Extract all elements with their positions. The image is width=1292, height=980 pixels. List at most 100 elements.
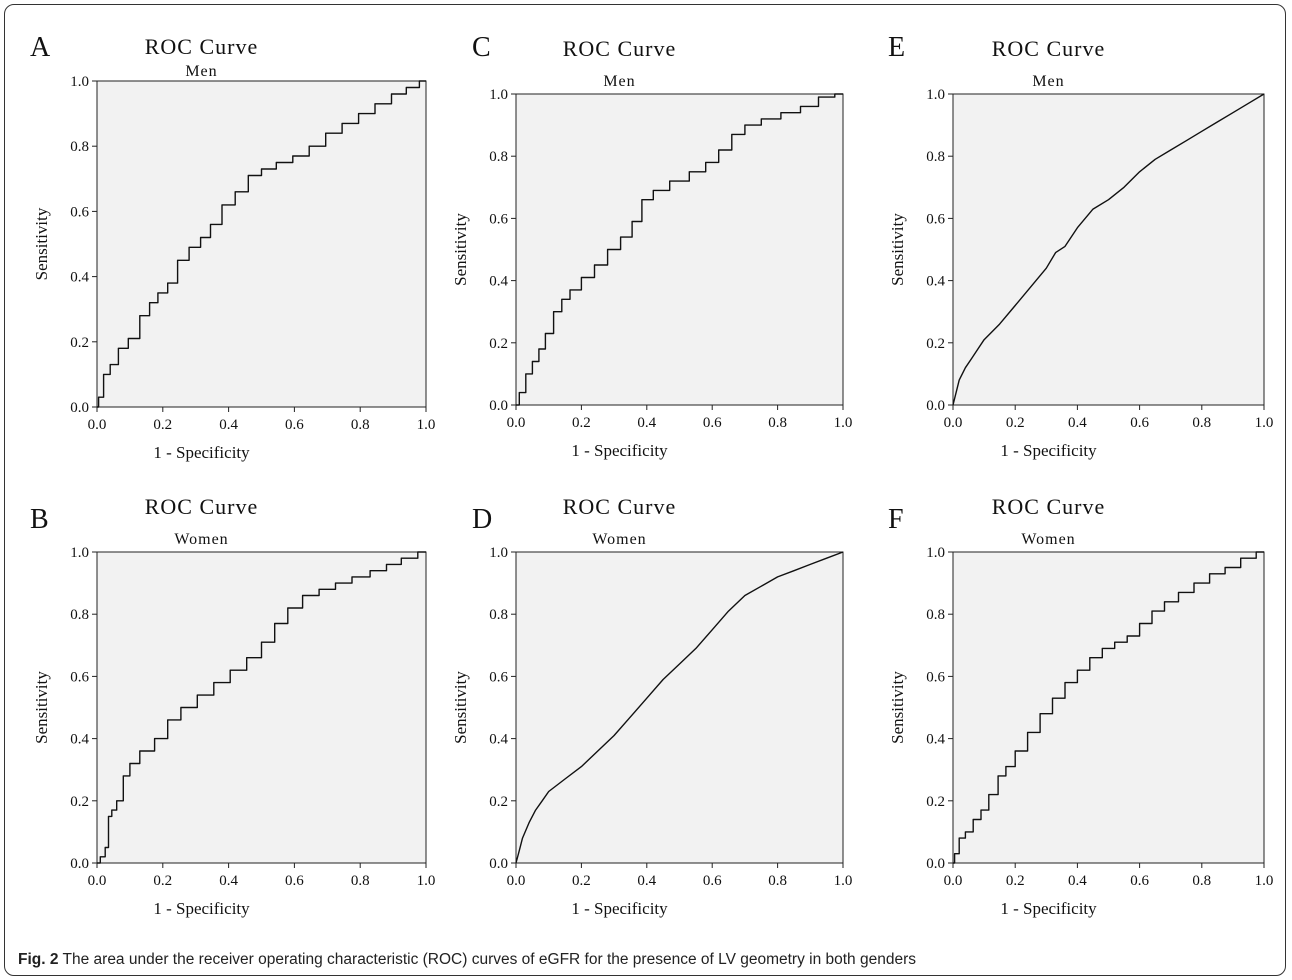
panel-f-xtick-label: 0.6 (1130, 873, 1149, 889)
panel-c-ytick-label: 0.4 (489, 274, 508, 290)
panel-f-ytick-label: 0.2 (926, 794, 945, 810)
panel-d-plot-area (515, 551, 844, 864)
panel-a-ylabel: Sensitivity (32, 207, 51, 280)
panel-a-ytick-label: 0.4 (70, 270, 89, 286)
panel-f-ylabel: Sensitivity (888, 671, 907, 744)
panel-a-plot-area (96, 80, 427, 408)
panel-b-ytick-label: 0.0 (70, 856, 89, 872)
panel-e-xtick-label: 0.2 (1006, 415, 1025, 431)
panel-d-title: ROC Curve (563, 494, 677, 519)
panel-c-ylabel: Sensitivity (451, 213, 470, 286)
panel-c-ytick-label: 0.8 (489, 149, 508, 165)
figure-caption: Fig. 2 The area under the receiver opera… (18, 951, 1278, 969)
panel-c-xtick-label: 0.8 (768, 415, 787, 431)
panel-d-xtick-label: 0.0 (507, 873, 526, 889)
panel-f-roc-curve (953, 551, 1264, 864)
panel-d-ytick-label: 1.0 (489, 545, 508, 561)
panel-c-xtick-label: 0.0 (507, 415, 526, 431)
panel-d-subtitle: Women (592, 531, 646, 548)
panel-f-title: ROC Curve (992, 494, 1106, 519)
panel-b-xtick-label: 0.0 (88, 873, 107, 889)
panel-d-xtick-label: 0.6 (703, 873, 722, 889)
panel-f-xlabel: 1 - Specificity (1000, 899, 1097, 918)
panel-b-plot-area (96, 551, 427, 864)
panel-c-ytick-label: 0.6 (489, 211, 508, 227)
panel-c-ytick-label: 0.0 (489, 398, 508, 414)
panel-a-ytick-label: 0.2 (70, 335, 89, 351)
panel-a-xtick-label: 0.0 (88, 417, 107, 433)
panel-f-ytick-label: 0.6 (926, 669, 945, 685)
panel-e-xlabel: 1 - Specificity (1000, 441, 1097, 460)
panel-e-ylabel: Sensitivity (888, 213, 907, 286)
panel-b-xlabel: 1 - Specificity (153, 899, 250, 918)
panel-a-xtick-label: 0.8 (351, 417, 370, 433)
panel-e-xtick-label: 0.0 (944, 415, 963, 431)
panel-e-xtick-label: 0.8 (1192, 415, 1211, 431)
panel-a-subtitle: Men (185, 63, 217, 80)
panel-c-xtick-label: 0.6 (703, 415, 722, 431)
panel-f-ytick-label: 0.0 (926, 856, 945, 872)
caption-text: The area under the receiver operating ch… (62, 951, 916, 968)
panel-a-xtick-label: 0.2 (153, 417, 172, 433)
panel-d-ytick-label: 0.8 (489, 607, 508, 623)
panel-a-xlabel: 1 - Specificity (153, 443, 250, 462)
panel-e-ytick-label: 0.8 (926, 149, 945, 165)
panel-c-xtick-label: 0.4 (637, 415, 656, 431)
panel-c-xtick-label: 0.2 (572, 415, 591, 431)
panel-c-letter: C (472, 32, 491, 63)
panel-e-roc-curve (952, 93, 1265, 406)
panel-a-ytick-label: 0.0 (70, 400, 89, 416)
panel-c-xlabel: 1 - Specificity (571, 441, 668, 460)
panel-f-ytick-label: 0.4 (926, 732, 945, 748)
panel-b-letter: B (30, 504, 49, 535)
panel-d-xlabel: 1 - Specificity (571, 899, 668, 918)
panel-b-ytick-label: 0.6 (70, 669, 89, 685)
panel-a-xtick-label: 0.6 (285, 417, 304, 433)
panel-e-ytick-label: 1.0 (926, 87, 945, 103)
caption-label: Fig. 2 (18, 951, 59, 968)
panel-a-ytick-label: 0.6 (70, 204, 89, 220)
panel-f-ytick-label: 1.0 (926, 545, 945, 561)
panel-a-ytick-label: 1.0 (70, 74, 89, 90)
panel-f-letter: F (888, 504, 904, 535)
panel-e-xtick-label: 1.0 (1255, 415, 1274, 431)
panel-b-ytick-label: 0.4 (70, 732, 89, 748)
panel-e-plot-area (952, 93, 1265, 406)
panel-a-letter: A (30, 32, 51, 63)
panel-d-ytick-label: 0.6 (489, 669, 508, 685)
panel-f-xtick-label: 0.0 (944, 873, 963, 889)
panel-b-roc-curve (97, 551, 426, 864)
panel-b-xtick-label: 0.2 (153, 873, 172, 889)
panel-d-letter: D (472, 504, 492, 535)
panel-b-xtick-label: 1.0 (417, 873, 436, 889)
panel-b-ytick-label: 1.0 (70, 545, 89, 561)
panel-d-ytick-label: 0.2 (489, 794, 508, 810)
panel-d-roc-curve (515, 551, 844, 864)
panel-f-xtick-label: 0.2 (1006, 873, 1025, 889)
panel-a-xtick-label: 0.4 (219, 417, 238, 433)
panel-c-ytick-label: 0.2 (489, 336, 508, 352)
panel-e-letter: E (888, 32, 905, 63)
panel-d-xtick-label: 0.4 (637, 873, 656, 889)
panel-e-ytick-label: 0.2 (926, 336, 945, 352)
panel-a-title: ROC Curve (145, 34, 259, 59)
panel-e-xtick-label: 0.6 (1130, 415, 1149, 431)
panel-b-title: ROC Curve (145, 494, 259, 519)
panel-f-ytick-label: 0.8 (926, 607, 945, 623)
panel-b-ytick-label: 0.8 (70, 607, 89, 623)
panel-f-xtick-label: 0.4 (1068, 873, 1087, 889)
panel-d-ylabel: Sensitivity (451, 671, 470, 744)
panel-e-ytick-label: 0.6 (926, 211, 945, 227)
panel-b-xtick-label: 0.8 (351, 873, 370, 889)
panel-e-ytick-label: 0.4 (926, 274, 945, 290)
panel-e-ytick-label: 0.0 (926, 398, 945, 414)
panel-d-ytick-label: 0.4 (489, 732, 508, 748)
panel-a-ytick-label: 0.8 (70, 139, 89, 155)
panel-b-subtitle: Women (174, 531, 228, 548)
panel-d-xtick-label: 1.0 (834, 873, 853, 889)
panel-e-xtick-label: 0.4 (1068, 415, 1087, 431)
panel-f-plot-area (952, 551, 1265, 864)
panel-b-xtick-label: 0.6 (285, 873, 304, 889)
panel-c-subtitle: Men (603, 73, 635, 90)
